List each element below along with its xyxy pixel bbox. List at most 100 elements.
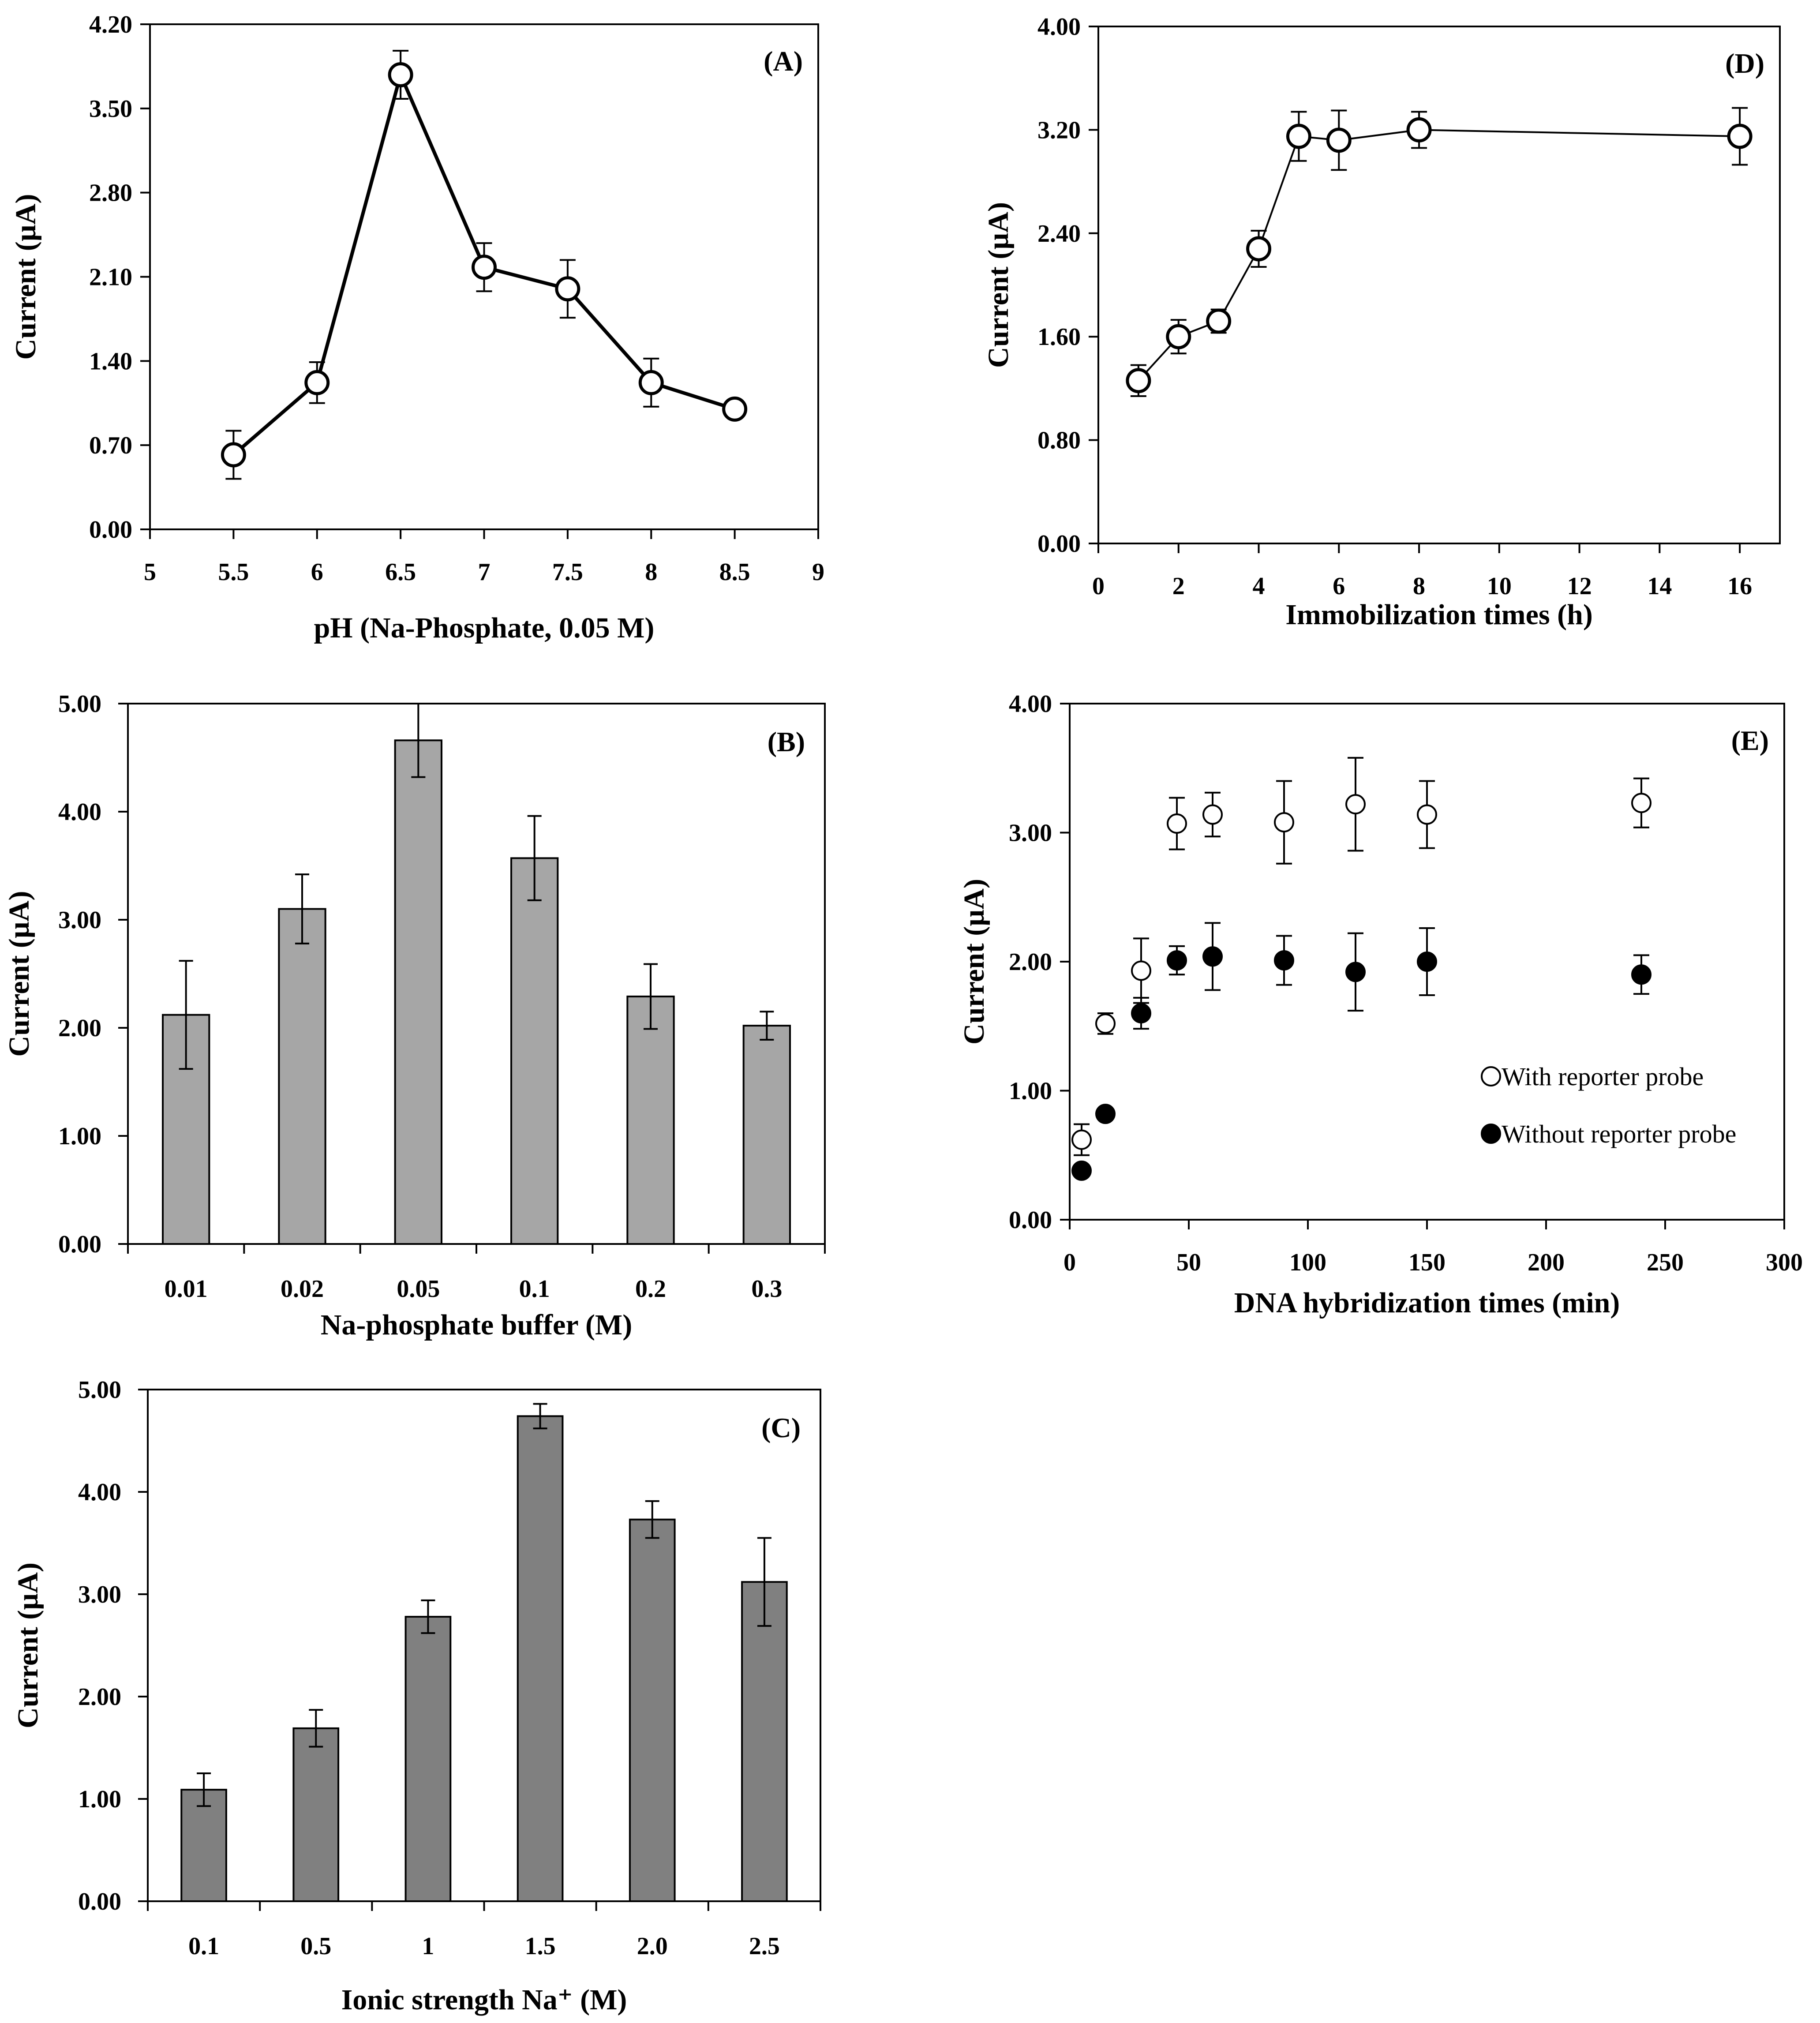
data-point: [1631, 793, 1651, 813]
series-0: [1126, 107, 1753, 397]
series-1: [1071, 922, 1651, 1181]
x-tick-label: 0.5: [300, 1933, 331, 1960]
y-tick-label: 1.00: [58, 1123, 101, 1150]
data-point: [1071, 1129, 1092, 1150]
x-tick-label: 0.1: [519, 1275, 550, 1303]
x-tick-label: 8: [1413, 573, 1425, 600]
x-tick-label: 2: [1172, 573, 1185, 600]
y-tick-label: 0.70: [89, 432, 132, 459]
data-point: [1274, 812, 1294, 833]
x-tick-label: 0: [1064, 1249, 1076, 1276]
bar: [404, 1616, 452, 1903]
x-tick-label: 14: [1647, 573, 1672, 600]
chart-C: 0.00 1.00 2.00 3.00 4.00 5.00 Current (µA) 0.1 0…: [12, 1376, 821, 2016]
bar: [278, 908, 326, 1245]
x-tick-label: 200: [1528, 1249, 1565, 1276]
series-0: [221, 49, 748, 480]
data-point: [1631, 964, 1651, 985]
x-tick-label: 10: [1487, 573, 1512, 600]
y-tick-label: 2.40: [1037, 220, 1081, 247]
data-point: [722, 396, 748, 422]
y-axis-label: Current (µA): [958, 879, 990, 1045]
x-tick-label: 0.05: [397, 1275, 440, 1303]
chart-E: 0.00 1.00 2.00 3.00 4.00 Current (µA) 0 50 100 15…: [958, 690, 1803, 1319]
panel-label: (D): [1725, 48, 1764, 79]
legend-marker: [1481, 1066, 1501, 1086]
data-point: [221, 442, 246, 468]
data-point: [1202, 804, 1223, 825]
x-tick-label: 0.1: [188, 1933, 219, 1960]
x-axis-label: DNA hybridization times (min): [1234, 1287, 1620, 1319]
y-tick-label: 0.00: [58, 1231, 101, 1258]
x-tick-label: 8.5: [719, 558, 750, 586]
data-point: [1126, 368, 1151, 393]
y-tick-label: 1.40: [89, 348, 132, 375]
y-tick-label: 0.00: [1009, 1206, 1052, 1234]
y-tick-label: 4.00: [1037, 13, 1081, 41]
y-tick-label: 0.00: [78, 1888, 121, 1915]
x-tick-label: 5: [144, 558, 156, 586]
data-point: [1274, 950, 1294, 971]
y-tick-label: 5.00: [58, 690, 101, 718]
legend-marker: [1481, 1124, 1501, 1144]
x-tick-label: 16: [1727, 573, 1752, 600]
x-tick-label: 0.02: [281, 1275, 324, 1303]
y-tick-label: 0.00: [1037, 530, 1081, 558]
x-tick-label: 0: [1092, 573, 1105, 600]
x-axis-label: Ionic strength Na⁺ (M): [341, 1984, 627, 2016]
x-tick-label: 6: [311, 558, 323, 586]
data-point: [1727, 124, 1753, 149]
y-axis-label: Current (µA): [10, 194, 42, 360]
panel-label: (B): [768, 726, 805, 757]
x-tick-label: 1.5: [525, 1933, 556, 1960]
data-point: [1167, 950, 1187, 971]
x-tick-label: 0.3: [751, 1275, 782, 1303]
y-tick-label: 1.60: [1037, 323, 1081, 351]
y-axis-label: Current (µA): [3, 891, 35, 1057]
y-tick-label: 3.00: [58, 907, 101, 934]
bar: [626, 995, 675, 1245]
bar: [394, 739, 443, 1245]
x-tick-label: 5.5: [218, 558, 249, 586]
y-tick-label: 4.00: [58, 798, 101, 826]
x-tick-label: 0.01: [165, 1275, 208, 1303]
panel-label: (A): [764, 45, 803, 77]
x-tick-label: 0.2: [635, 1275, 666, 1303]
y-tick-label: 2.00: [58, 1015, 101, 1042]
data-point: [638, 370, 664, 395]
y-tick-label: 1.00: [1009, 1078, 1052, 1105]
y-tick-label: 4.00: [1009, 690, 1052, 718]
y-tick-label: 2.10: [89, 264, 132, 291]
x-tick-label: 300: [1766, 1249, 1803, 1276]
data-point: [388, 62, 413, 87]
panel-label: (C): [761, 1412, 801, 1443]
legend-entry: Without reporter probe: [1502, 1120, 1736, 1148]
data-point: [1345, 962, 1366, 982]
y-tick-label: 3.00: [1009, 820, 1052, 847]
y-axis-label: Current (µA): [982, 202, 1015, 368]
x-tick-label: 100: [1289, 1249, 1326, 1276]
data-point: [555, 276, 580, 302]
x-axis-label: Na-phosphate buffer (M): [321, 1309, 632, 1341]
y-tick-label: 3.00: [78, 1581, 121, 1608]
y-tick-label: 4.20: [89, 11, 132, 38]
y-tick-label: 0.80: [1037, 427, 1081, 454]
chart-B: 0.00 1.00 2.00 3.00 4.00 5.00 Current (µA) 0.01…: [3, 690, 826, 1341]
x-tick-label: 2.0: [637, 1933, 668, 1960]
data-point: [1345, 794, 1366, 815]
bar: [741, 1581, 788, 1902]
y-tick-label: 5.00: [78, 1376, 121, 1404]
data-point: [1286, 124, 1311, 149]
bar: [292, 1727, 340, 1902]
data-point: [472, 255, 497, 280]
data-point: [1326, 127, 1352, 153]
x-tick-label: 250: [1647, 1249, 1684, 1276]
y-tick-label: 3.20: [1037, 116, 1081, 144]
y-tick-label: 2.00: [78, 1683, 121, 1711]
data-point: [1166, 324, 1191, 349]
data-point: [1095, 1104, 1116, 1124]
y-tick-label: 2.80: [89, 180, 132, 207]
bar: [510, 857, 559, 1245]
x-tick-label: 1: [422, 1933, 434, 1960]
